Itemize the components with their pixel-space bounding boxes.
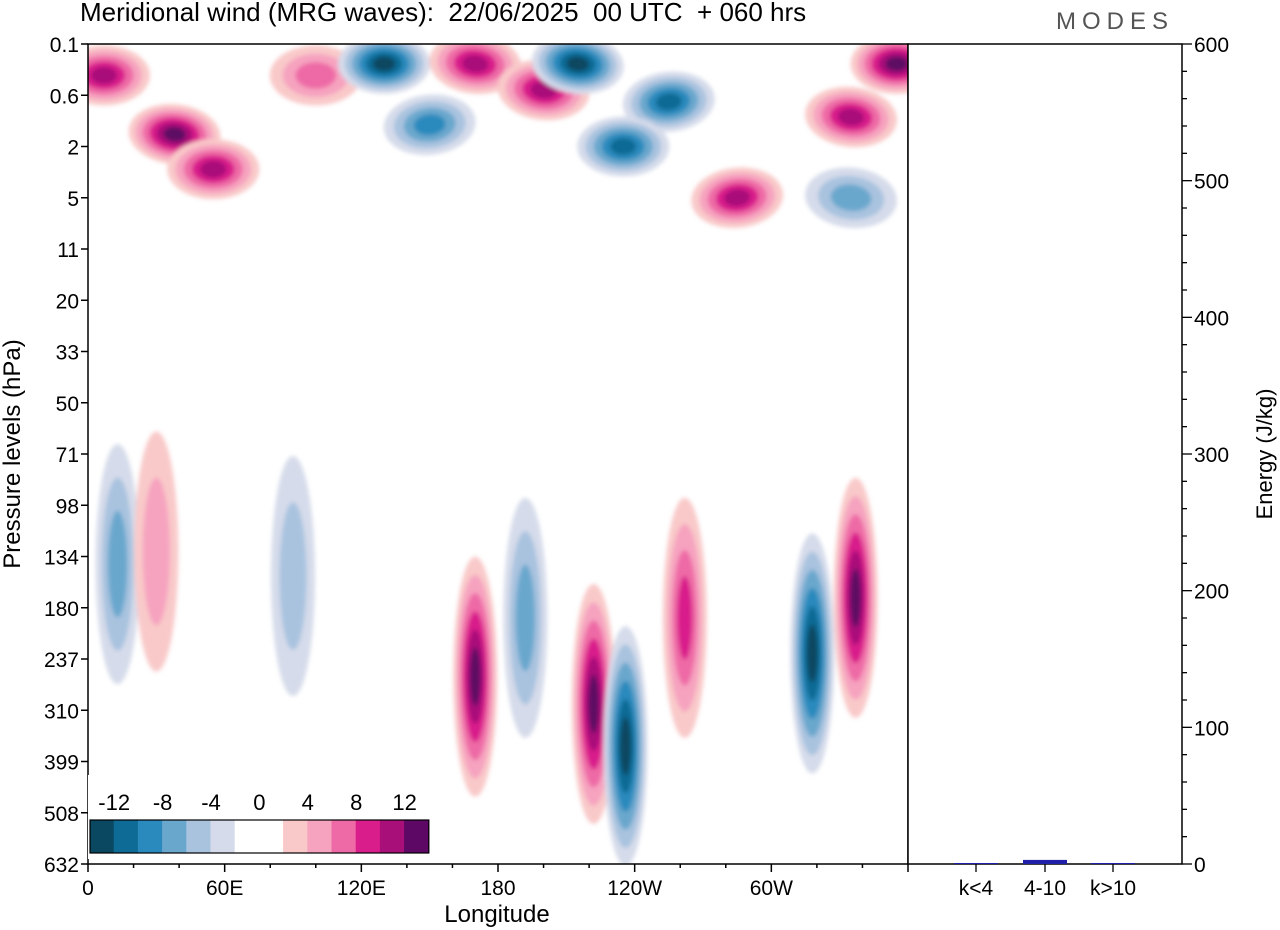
y-tick-label: 310: [44, 700, 79, 723]
x-tick-label: 120W: [607, 877, 662, 900]
contour-feature: [833, 477, 878, 718]
y-tick-label: 399: [44, 752, 79, 775]
colorbar-label: 4: [302, 790, 314, 815]
x-tick-label: 60W: [750, 877, 793, 900]
energy-tick-label: 300: [1194, 444, 1229, 467]
energy-bar: [1023, 859, 1067, 864]
chart-title: Meridional wind (MRG waves): 22/06/2025 …: [80, 0, 807, 27]
y-tick-label: 2: [67, 137, 79, 160]
y-tick-label: 71: [56, 444, 79, 467]
y-tick-label: 632: [44, 854, 79, 877]
y-tick-label: 98: [56, 495, 79, 518]
contour-feature: [531, 44, 624, 95]
colorbar-label: -12: [98, 790, 130, 815]
colorbar-label: 12: [392, 790, 416, 815]
colorbar-label: 8: [350, 790, 362, 815]
colorbar-swatch: [379, 819, 406, 854]
y-tick-label: 50: [56, 393, 79, 416]
longitude-axis: 0 60E 120E 180 120W 60W: [82, 864, 909, 900]
colorbar-swatch: [283, 819, 309, 854]
contour-feature: [805, 86, 897, 148]
contour-feature: [134, 431, 179, 672]
energy-tick-label: 0: [1194, 854, 1206, 877]
y-tick-label: 0.1: [50, 34, 79, 57]
energy-tick-label: 100: [1194, 717, 1229, 740]
colorbar-label: -4: [201, 790, 221, 815]
contour-feature: [338, 44, 431, 94]
contour-feature: [503, 497, 548, 738]
colorbar-swatch: [307, 819, 333, 854]
x-tick-label: 180: [480, 877, 515, 900]
contour-feature: [167, 139, 260, 200]
modes-logo: MODES: [1056, 8, 1175, 35]
contour-feature: [88, 45, 150, 106]
x-tick-label: 60E: [206, 877, 243, 900]
colorbar-swatch: [186, 819, 212, 854]
energy-category-label: k<4: [959, 877, 994, 900]
contour-feature: [95, 444, 140, 685]
colorbar-swatch: [331, 819, 357, 854]
contour-feature: [571, 583, 616, 824]
y-tick-label: 20: [56, 290, 79, 313]
contour-feature: [662, 497, 707, 738]
y-tick-label: 0.6: [50, 85, 79, 108]
energy-tick-label: 200: [1194, 581, 1229, 604]
contour-feature: [269, 45, 362, 106]
contour-feature: [453, 556, 498, 797]
y-tick-label: 5: [67, 188, 79, 211]
contour-feature: [429, 44, 522, 95]
colorbar-swatch: [113, 819, 139, 854]
energy-category-label: 4-10: [1024, 877, 1066, 900]
colorbar-swatch: [234, 819, 260, 854]
y-tick-label: 508: [44, 803, 79, 826]
colorbar-label: -8: [153, 790, 173, 815]
colorbar-swatch: [258, 819, 285, 854]
colorbar-swatch: [210, 819, 236, 854]
colorbar-swatch: [137, 819, 164, 854]
energy-tick-label: 500: [1194, 171, 1229, 194]
colorbar-swatch: [89, 819, 115, 854]
energy-axis-label: Energy (J/kg): [1252, 389, 1277, 520]
energy-tick-label: 600: [1194, 34, 1229, 57]
wind-contours: [88, 44, 908, 864]
energy-bar: [1091, 863, 1135, 864]
colorbar-swatch: [162, 819, 188, 854]
contour-feature: [383, 94, 476, 155]
contour-feature: [691, 167, 784, 228]
contour-feature: [603, 626, 648, 864]
y-tick-label: 134: [44, 547, 79, 570]
y-tick-label: 11: [57, 239, 79, 262]
energy-tick-label: 400: [1194, 307, 1229, 330]
y-tick-label: 33: [56, 342, 79, 365]
colorbar: -12 -8 -4 0 4 8 12: [88, 775, 430, 859]
colorbar-label: 0: [253, 790, 265, 815]
contour-feature: [622, 71, 715, 133]
contour-feature: [805, 167, 897, 228]
contour-feature: [577, 116, 670, 177]
colorbar-swatch: [404, 819, 430, 854]
y-tick-label: 237: [44, 649, 79, 672]
contour-feature: [790, 533, 835, 774]
energy-bar-plot: 0 100 200 300 400 500 600 k<4 4-10 k>10: [907, 34, 1229, 900]
energy-bar: [954, 863, 998, 864]
x-tick-label: 120E: [337, 877, 386, 900]
energy-category-label: k>10: [1090, 877, 1136, 900]
y-axis-label: Pressure levels (hPa): [0, 339, 26, 568]
contour-feature: [271, 456, 315, 697]
heatmap-plot-area: [87, 43, 909, 865]
x-tick-label: 0: [82, 877, 94, 900]
x-axis-label: Longitude: [444, 901, 549, 928]
pressure-axis: 0.1 0.6 2 5 11 20 33 50 71 98 134 180 237 310 399 508 63…: [44, 34, 88, 877]
y-tick-label: 180: [44, 598, 79, 621]
colorbar-swatch: [355, 819, 381, 854]
contour-feature: [850, 44, 908, 94]
